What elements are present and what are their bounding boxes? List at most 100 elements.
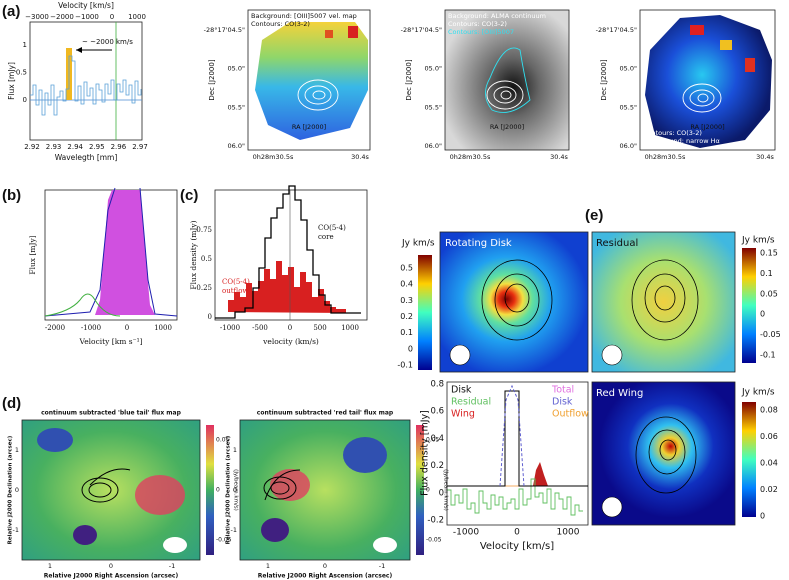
tick-label: 0.15: [760, 249, 778, 258]
tick-label: 0: [288, 324, 292, 332]
label: core: [318, 233, 334, 241]
residual-line: [447, 478, 583, 516]
tick-label: 1000: [128, 13, 146, 21]
tick-label: 1: [15, 446, 19, 454]
tick-label: 0.5: [16, 69, 27, 77]
tick-label: 0.8: [430, 380, 444, 390]
tick-label: 1000: [341, 324, 359, 332]
label: Flux [mJy]: [28, 235, 37, 274]
tick-label: 30.4s: [550, 153, 568, 161]
contours: [263, 469, 301, 501]
core-line: [215, 185, 361, 319]
tick-label: 0: [514, 528, 520, 538]
tick-label: 1000: [557, 528, 580, 538]
label: CO(5-4): [318, 224, 346, 232]
label: velocity (km/s): [262, 337, 319, 346]
label: Contours: [OIII]5007: [448, 28, 514, 36]
plot-frame: [29, 21, 143, 141]
tick-label: 1: [233, 446, 237, 454]
label: Flux [mJy]: [7, 62, 16, 100]
tick-label: 0.06: [760, 432, 778, 441]
tick-label: 1000: [154, 324, 172, 332]
legend-entry: Disk: [451, 385, 472, 396]
tick-label: 0: [439, 488, 444, 498]
tick-label: 0h28m30.5s: [253, 153, 294, 161]
tick-label: −1000: [75, 13, 99, 21]
label: continuum subtracted 'red tail' flux map: [257, 410, 394, 417]
colorbar: [416, 425, 424, 555]
label: Flux density (mJy): [189, 220, 198, 289]
panel-label: (e): [585, 207, 603, 224]
map-blue-tail: [21, 419, 214, 561]
map-red-tail: [239, 419, 424, 561]
label: Relative J2000 Right Ascension (arcsec): [44, 573, 179, 580]
label: Rotating Disk: [445, 238, 512, 249]
tick-label: 0.5: [400, 264, 413, 273]
tick-label: 0: [23, 96, 27, 104]
colorbar: [742, 248, 756, 363]
tick-label: -28°17'04.5": [204, 26, 245, 34]
label: Background: narrow Hα: [643, 137, 720, 145]
map-halpha: [639, 9, 776, 151]
map-patch: [745, 58, 755, 72]
panel-label: (c): [180, 187, 198, 204]
tick-label: 0h28m30.5s: [450, 153, 491, 161]
contours: [486, 80, 524, 110]
tick-label: -0.2: [427, 516, 444, 526]
plot-frame: [446, 381, 589, 526]
spectrum-line: [30, 55, 142, 116]
contours: [81, 468, 131, 503]
tick-label: -1: [13, 526, 19, 534]
label: Velocity [km/s]: [480, 541, 554, 552]
map-patch: [720, 40, 732, 50]
tick-label: 2.97: [132, 143, 148, 151]
tick-label: 0.04: [760, 459, 778, 468]
tick-label: -1: [379, 562, 385, 570]
tick-label: 0: [760, 310, 765, 319]
tick-label: 1: [23, 41, 27, 49]
tick-label: 06.0": [425, 142, 442, 150]
tick-label: 2.92: [24, 143, 40, 151]
label: Relative J2000 Right Ascension (arcsec): [258, 573, 393, 580]
tick-label: 05.0": [620, 65, 637, 73]
beam: [163, 537, 187, 553]
label: Relative J2000 Declination (arcsec): [226, 435, 232, 544]
label: Jy km/s: [741, 388, 775, 398]
tick-label: 0.3: [400, 296, 413, 305]
map-frame: [439, 231, 589, 373]
label: Background: [OIII]5007 vel. map: [251, 12, 357, 20]
colorbar: [418, 255, 432, 370]
tick-label: 0: [110, 13, 114, 21]
label: Residual: [596, 238, 638, 249]
map-patch: [37, 428, 73, 452]
tick-label: 0: [408, 344, 413, 353]
tick-label: -1000: [220, 324, 240, 332]
label: (Jy/beam.km/s): [443, 469, 449, 511]
tick-label: 0h28m30.5s: [645, 153, 686, 161]
tick-label: 0.2: [430, 461, 444, 471]
legend-entry: Disk: [552, 397, 573, 408]
tick-label: 2.93: [46, 143, 62, 151]
tick-label: 0.05: [216, 437, 230, 444]
halpha-map: [645, 15, 772, 148]
map-patch: [261, 518, 289, 542]
tick-label: 0.2: [400, 312, 413, 321]
map-frame: [444, 9, 570, 151]
broad-gaussian: [44, 293, 121, 317]
panel-e: [418, 231, 756, 526]
label: outflow: [222, 287, 248, 295]
label: Contours: CO(3-2): [643, 129, 702, 137]
tick-label: 30.4s: [756, 153, 774, 161]
contours: [297, 79, 339, 111]
label: Background: ALMA continuum: [448, 12, 546, 20]
map-frame: [591, 231, 736, 373]
map-frame: [239, 419, 411, 561]
tick-label: 2.95: [89, 143, 105, 151]
label: Wavelegth [mm]: [55, 153, 118, 162]
tick-label: 0: [233, 486, 237, 494]
tick-label: 05.0": [425, 65, 442, 73]
map-patch: [325, 30, 333, 38]
tick-label: 0: [760, 512, 765, 521]
tick-label: -1: [231, 526, 237, 534]
panel-label: (b): [2, 187, 21, 204]
